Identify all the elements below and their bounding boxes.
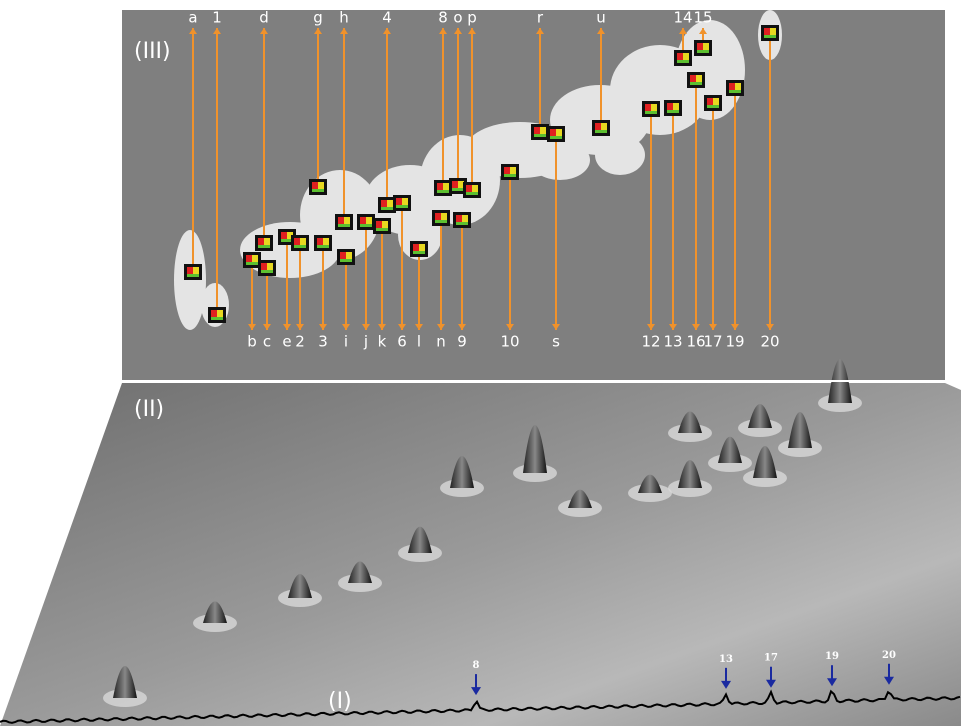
peak-label: 8	[473, 660, 480, 671]
spot	[435, 220, 447, 223]
spot-label: 8	[438, 9, 448, 27]
spot-label: 4	[382, 9, 392, 27]
spot	[396, 205, 408, 208]
spot-label: r	[537, 9, 544, 27]
spot-label: 9	[457, 333, 467, 351]
spot-label: 14	[673, 9, 692, 27]
spot-label: b	[247, 333, 257, 351]
spot	[466, 192, 478, 195]
gel-panel	[122, 10, 945, 380]
spot	[187, 274, 199, 277]
spot-label: 1	[212, 9, 222, 27]
spot-label: 6	[397, 333, 407, 351]
spot-label: d	[259, 9, 269, 27]
spot-label: c	[263, 333, 271, 351]
spot	[413, 251, 425, 254]
spot	[456, 222, 468, 225]
spot	[360, 224, 372, 227]
spot-label: g	[313, 9, 323, 27]
spot	[294, 245, 306, 248]
spot	[261, 270, 273, 273]
peak-label: 19	[825, 651, 839, 662]
spot	[258, 245, 270, 248]
spot	[697, 50, 709, 53]
peak-label: 13	[719, 654, 733, 665]
panel-label: (II)	[134, 397, 164, 422]
spot-label: h	[339, 9, 349, 27]
spot-label: j	[363, 333, 368, 351]
spot-label: 19	[725, 333, 744, 351]
spot	[381, 207, 393, 210]
spot	[764, 35, 776, 38]
spot-region	[595, 135, 645, 175]
panel-label: (III)	[134, 39, 171, 64]
spot-label: u	[596, 9, 606, 27]
spot	[437, 190, 449, 193]
spot-label: 15	[693, 9, 712, 27]
spot	[677, 60, 689, 63]
spot	[645, 111, 657, 114]
spot-label: 2	[295, 333, 305, 351]
spot	[317, 245, 329, 248]
spot-label: p	[467, 9, 477, 27]
spot-label: 10	[500, 333, 519, 351]
spot-label: 12	[641, 333, 660, 351]
panel-label: (I)	[328, 689, 352, 714]
spot	[376, 228, 388, 231]
spot	[211, 317, 223, 320]
spot-label: o	[453, 9, 462, 27]
spot	[340, 259, 352, 262]
spot	[534, 134, 546, 137]
spot-region	[530, 140, 590, 180]
spot	[338, 224, 350, 227]
spot-label: 20	[760, 333, 779, 351]
figure: (III) (II) (I) a1dgh48opru1415bce23ijk6l…	[0, 0, 961, 726]
spot	[707, 105, 719, 108]
spot-label: 13	[663, 333, 682, 351]
spot-label: 17	[703, 333, 722, 351]
peak-label: 17	[764, 653, 778, 664]
spot	[312, 189, 324, 192]
spot	[595, 130, 607, 133]
spot	[246, 262, 258, 265]
spot	[504, 174, 516, 177]
plane-3d	[0, 383, 961, 726]
spot-label: n	[436, 333, 446, 351]
spot-label: i	[344, 333, 348, 351]
spot	[667, 110, 679, 113]
spot-label: l	[417, 333, 421, 351]
spot	[729, 90, 741, 93]
spot	[550, 136, 562, 139]
spot-label: a	[188, 9, 197, 27]
spot	[690, 82, 702, 85]
spot-label: s	[552, 333, 560, 351]
spot	[452, 188, 464, 191]
spot-label: 3	[318, 333, 328, 351]
peak-label: 20	[882, 650, 896, 661]
spot-label: e	[282, 333, 291, 351]
spot-label: k	[378, 333, 387, 351]
